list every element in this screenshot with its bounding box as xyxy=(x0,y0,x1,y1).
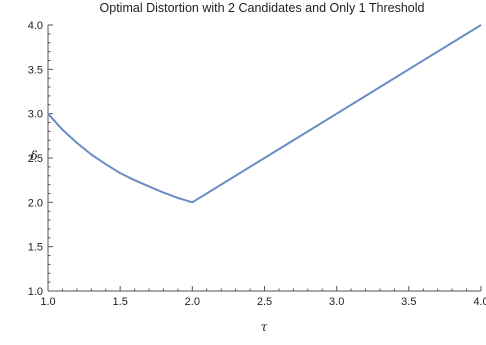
y-tick-label: 3.0 xyxy=(28,109,43,121)
y-tick-label: 4.0 xyxy=(28,20,43,32)
x-tick-label: 4.0 xyxy=(473,296,486,308)
x-tick-label: 1.0 xyxy=(40,296,55,308)
y-axis-label: δ xyxy=(30,149,37,163)
y-tick-label: 2.5 xyxy=(28,153,43,165)
axis-ticks xyxy=(47,24,482,292)
series-line xyxy=(47,24,482,204)
axis-tick-labels: 1.0 1.5 2.0 2.5 3.0 3.5 4.0 1.0 1.5 2.0 2.5 3.0 3.5 4… xyxy=(28,20,486,308)
x-tick-label: 1.5 xyxy=(113,296,128,308)
x-axis-label: τ xyxy=(261,320,268,334)
x-tick-label: 2.0 xyxy=(185,296,200,308)
y-tick-label: 1.0 xyxy=(28,286,43,298)
x-tick-label: 3.0 xyxy=(329,296,344,308)
chart-title: Optimal Distortion with 2 Candidates and… xyxy=(100,1,425,15)
x-tick-label: 2.5 xyxy=(257,296,272,308)
x-tick-label: 3.5 xyxy=(401,296,416,308)
y-tick-label: 1.5 xyxy=(28,242,43,254)
y-tick-label: 3.5 xyxy=(28,64,43,76)
y-tick-label: 2.0 xyxy=(28,197,43,209)
